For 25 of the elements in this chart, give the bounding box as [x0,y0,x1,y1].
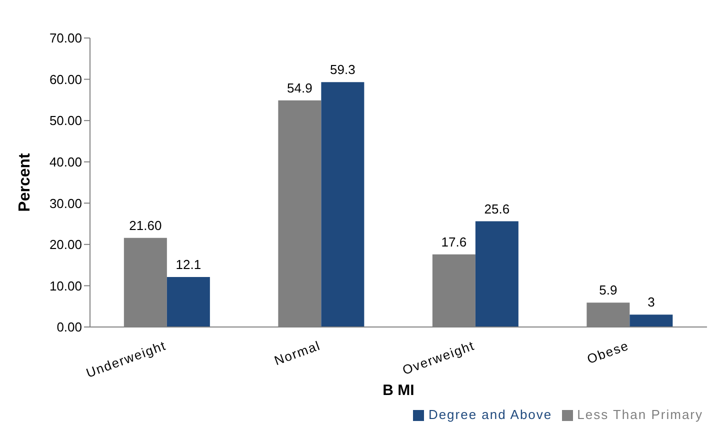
y-tick-label: 30.00 [49,196,82,211]
y-axis-title: Percent [16,152,34,212]
y-tick-label: 50.00 [49,113,82,128]
data-label: 59.3 [330,62,356,78]
data-label: 17.6 [441,234,467,250]
y-tick-label: 40.00 [49,154,82,170]
data-label: 12.1 [176,257,202,272]
x-axis-title: B MI [382,382,414,399]
y-tick-label: 0.00 [56,320,82,335]
bar [475,221,518,327]
y-tick-label: 10.00 [49,278,82,294]
y-tick-label: 70.00 [49,30,82,46]
y-tick-label: 20.00 [49,237,82,252]
x-tick-label: Obese [585,338,631,367]
bar [630,314,673,327]
data-label: 3 [648,294,655,310]
legend-label: Less Than Primary [577,407,703,422]
data-label: 54.9 [287,80,312,96]
legend-label: Degree and Above [428,407,552,422]
bar [321,82,364,327]
bar [166,277,210,327]
data-label: 21.60 [129,218,162,233]
y-tick-label: 60.00 [49,72,82,87]
data-label: 5.9 [599,282,618,298]
data-label: 25.6 [484,201,510,216]
